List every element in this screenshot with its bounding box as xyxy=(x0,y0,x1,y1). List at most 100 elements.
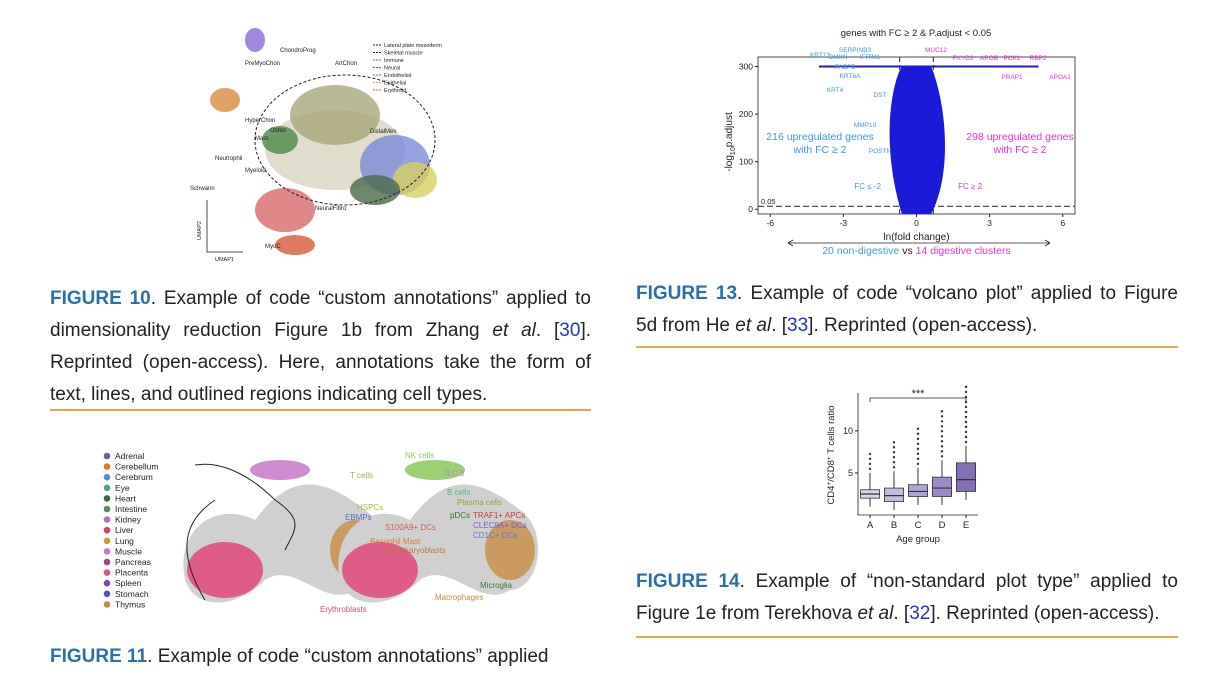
label: Age group xyxy=(896,534,940,545)
label: Lateral plate mesoderm xyxy=(384,43,442,49)
outlier xyxy=(940,445,944,448)
label: Heart xyxy=(115,493,136,503)
label: 5 xyxy=(848,468,853,478)
label: Liver xyxy=(115,525,134,535)
bottom-part: 20 non-digestive xyxy=(822,245,902,257)
label: 3 xyxy=(987,218,992,228)
outlier xyxy=(964,420,968,424)
label: Erythroid xyxy=(384,88,406,94)
label: HyperChon xyxy=(245,118,275,124)
cluster xyxy=(275,235,315,255)
label: DistalMes xyxy=(370,129,396,135)
label: PCK1 xyxy=(1004,55,1021,62)
label: 300 xyxy=(739,62,753,72)
box xyxy=(955,462,976,492)
caption: FIGURE 10. Example of code “custom annot… xyxy=(50,283,591,411)
y-label-part: -log xyxy=(724,155,735,172)
outlier xyxy=(868,452,872,456)
label: KRT6A xyxy=(840,73,861,80)
citation: 30 xyxy=(559,320,581,341)
label: FC ≤ -2 xyxy=(854,182,881,191)
outlier xyxy=(940,440,944,443)
trajectory xyxy=(186,463,296,601)
umap-cluster xyxy=(250,460,310,480)
label: FXYD2 xyxy=(953,55,974,62)
outlier xyxy=(964,410,968,414)
label: B xyxy=(891,520,897,531)
outlier xyxy=(892,441,896,444)
figure-10: Lateral plate mesoderm Skeletal muscleImm… xyxy=(190,28,442,263)
label: Adrenal xyxy=(115,451,144,461)
label: Lung xyxy=(115,536,134,546)
axes xyxy=(857,393,978,516)
legend-dot xyxy=(103,569,111,576)
label: DST xyxy=(874,92,887,99)
label: Microglia xyxy=(480,581,513,590)
outlier xyxy=(916,457,920,461)
outlier xyxy=(964,430,968,434)
label: Skeletal muscle xyxy=(384,51,423,57)
outlier xyxy=(940,420,944,423)
outlier xyxy=(892,456,896,459)
cluster xyxy=(290,85,380,145)
outlier xyxy=(940,430,944,433)
caption-text: . Example of “non-standard plot type” ap… xyxy=(636,571,1178,624)
legend-dot xyxy=(103,463,111,470)
outlier xyxy=(964,415,968,419)
label: Stomach xyxy=(115,589,149,599)
label: Thymus xyxy=(115,599,145,609)
outlier xyxy=(892,466,896,469)
label: 10 xyxy=(843,426,853,436)
axis-arrows xyxy=(206,200,243,253)
citation: 33 xyxy=(787,315,809,336)
y-axis-label: CD4+/CD8+ T cells ratio xyxy=(826,405,837,504)
caption-italic: et al xyxy=(857,603,894,624)
outlier xyxy=(940,415,944,418)
y-label-part: /CD8 xyxy=(826,460,837,482)
outlier xyxy=(916,462,920,466)
outlier xyxy=(916,452,920,456)
label: IFITM1 xyxy=(860,54,881,61)
label: Basophil Mast xyxy=(370,537,421,546)
y-label-part: p.adjust xyxy=(724,112,735,147)
label: CD1C+ DCs xyxy=(473,531,517,540)
umap-cluster xyxy=(485,520,535,580)
outlier xyxy=(940,455,944,458)
legend-dot xyxy=(103,601,111,608)
label: PreMyoChon xyxy=(245,61,280,67)
figure-label: FIGURE 14 xyxy=(636,571,740,592)
points xyxy=(889,66,945,214)
label: Schwann xyxy=(190,186,215,192)
label: -3 xyxy=(840,218,848,228)
label: Macrophages xyxy=(435,593,483,602)
figure-label: FIGURE 11 xyxy=(50,646,148,667)
label: Myeloid xyxy=(245,168,266,174)
legend-dot xyxy=(103,526,111,534)
label: EBMPs xyxy=(345,513,372,522)
figure-label: FIGURE 13 xyxy=(636,283,738,304)
cluster xyxy=(210,88,240,112)
caption-text: ]. Reprinted (open-access). xyxy=(930,603,1160,624)
outlier xyxy=(868,462,872,466)
figure-11: AdrenalCerebellumCerebrumEyeHeartIntesti… xyxy=(103,451,539,614)
outlier xyxy=(964,405,968,409)
outlier xyxy=(892,451,896,454)
arrow xyxy=(787,239,1051,247)
caption-italic: et al xyxy=(492,320,536,341)
y-label-part: T cells ratio xyxy=(826,405,837,456)
umap-cluster xyxy=(342,542,418,598)
outlier xyxy=(868,467,872,471)
label: FC ≥ 2 xyxy=(958,182,983,191)
label: UMAP2 xyxy=(197,221,203,240)
legend-dot xyxy=(103,473,111,481)
cluster xyxy=(350,175,400,205)
legend-dot xyxy=(103,537,111,545)
outlier xyxy=(916,447,920,451)
label: Eye xyxy=(115,483,130,493)
outlier xyxy=(964,440,968,444)
label: 0.05 xyxy=(761,197,776,206)
label: Epithelial xyxy=(384,81,406,87)
outlier xyxy=(964,400,968,404)
citation: 32 xyxy=(909,603,931,624)
legend-dot xyxy=(103,579,111,587)
